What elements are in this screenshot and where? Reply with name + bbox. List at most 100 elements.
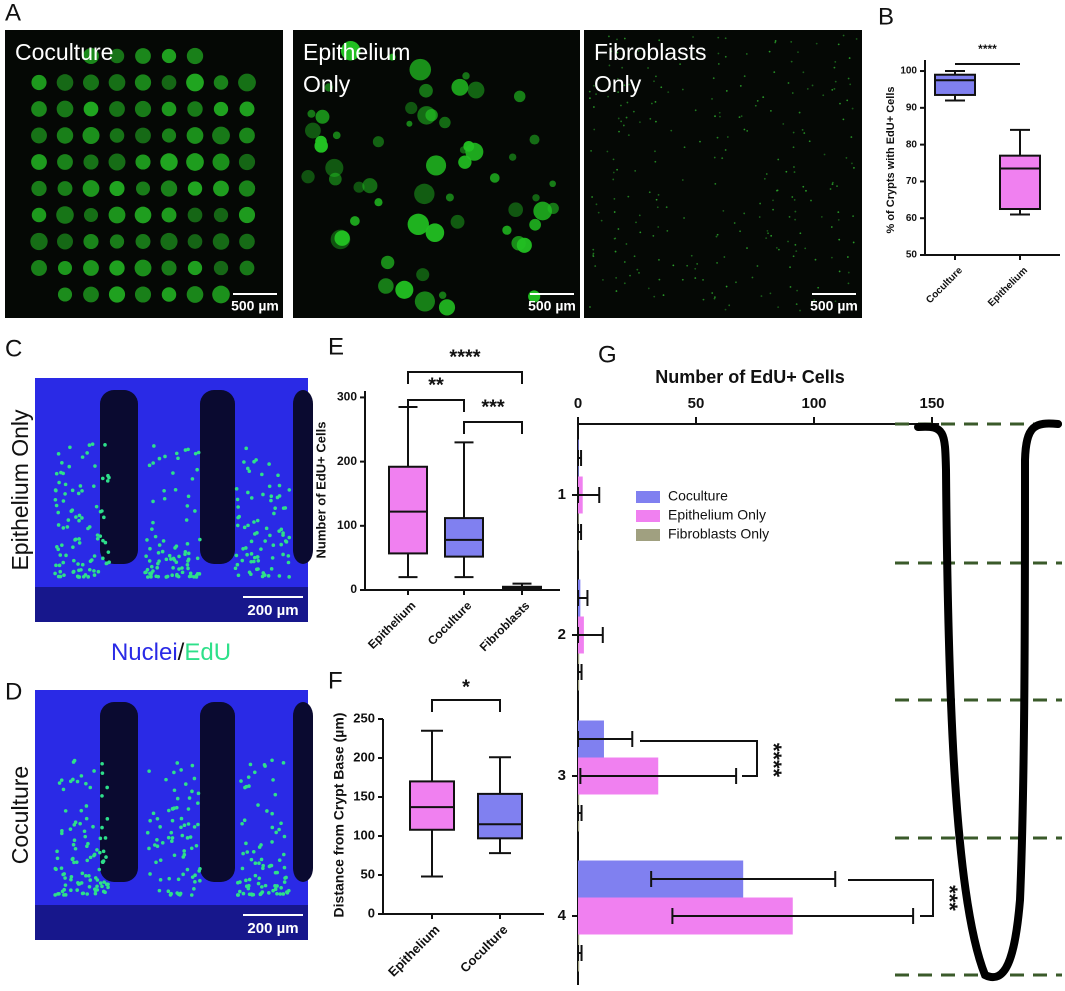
crypt-spot xyxy=(238,153,256,171)
crypt-spot xyxy=(186,286,204,303)
cell-dot xyxy=(617,228,620,230)
edu-dot xyxy=(95,533,100,537)
cell-dot xyxy=(623,261,626,263)
edu-dot xyxy=(85,892,90,896)
cell-dot xyxy=(775,189,778,192)
edu-dot xyxy=(158,858,163,862)
edu-dot xyxy=(169,557,173,561)
cell-dot xyxy=(804,247,807,250)
y-tick-label: 100 xyxy=(337,518,357,532)
cell-dot xyxy=(591,196,593,198)
cell-dot xyxy=(802,185,805,188)
edu-dot xyxy=(235,562,240,567)
crypt-spot xyxy=(301,169,315,184)
cell-dot xyxy=(787,82,790,84)
edu-dot xyxy=(260,890,265,894)
edu-dot xyxy=(252,770,257,775)
edu-dot xyxy=(77,518,81,523)
cell-dot xyxy=(852,215,854,218)
crypt-spot xyxy=(109,260,125,276)
edu-dot xyxy=(240,866,245,871)
stain-legend: Nuclei/EdU xyxy=(111,639,231,666)
crypt-spot xyxy=(239,233,255,250)
edu-dot xyxy=(149,575,153,579)
x-tick-label: 0 xyxy=(574,395,582,412)
edu-dot xyxy=(256,558,261,563)
edu-dot xyxy=(53,866,58,871)
cell-dot xyxy=(612,178,615,181)
crypt-spot xyxy=(83,74,99,91)
edu-dot xyxy=(260,472,264,477)
edu-dot xyxy=(157,456,162,461)
cell-dot xyxy=(615,290,618,292)
cell-dot xyxy=(633,255,636,258)
cell-dot xyxy=(681,88,684,91)
cell-dot xyxy=(845,157,848,159)
y-tick-label: 60 xyxy=(906,213,918,224)
edu-dot xyxy=(256,881,261,886)
cell-dot xyxy=(632,110,635,113)
cell-dot xyxy=(833,87,836,90)
cell-dot xyxy=(773,71,776,74)
cell-dot xyxy=(639,231,642,234)
image-label: Coculture xyxy=(15,39,113,65)
edu-dot xyxy=(75,779,80,784)
crypt-spot xyxy=(315,135,327,148)
cell-dot xyxy=(718,111,721,114)
edu-dot xyxy=(194,843,199,848)
edu-dot xyxy=(55,849,59,854)
crypt-spot xyxy=(31,207,47,223)
edu-dot xyxy=(170,806,175,811)
crypt-spot xyxy=(213,260,229,276)
edu-dot xyxy=(188,571,193,576)
edu-dot xyxy=(244,841,248,846)
edu-dot xyxy=(194,575,199,579)
edu-dot xyxy=(190,763,195,768)
edu-dot xyxy=(100,860,105,864)
cell-dot xyxy=(838,270,841,273)
cell-dot xyxy=(658,259,660,261)
cell-dot xyxy=(838,238,841,241)
cell-dot xyxy=(702,278,704,281)
edu-dot xyxy=(160,841,165,845)
cell-dot xyxy=(796,289,799,292)
edu-dot xyxy=(61,526,66,530)
cell-dot xyxy=(793,199,796,201)
edu-dot xyxy=(145,567,150,572)
edu-dot xyxy=(100,509,104,513)
crypt-spot xyxy=(161,48,177,64)
crypt-spot xyxy=(238,73,256,92)
edu-dot xyxy=(56,510,61,515)
panel-letter: C xyxy=(5,335,22,362)
edu-dot xyxy=(192,825,197,829)
edu-dot xyxy=(77,513,82,518)
crypt-spot xyxy=(334,230,350,246)
crypt-gap xyxy=(200,702,235,882)
edu-dot xyxy=(147,846,151,851)
y-tick-label: 100 xyxy=(353,827,375,842)
y-axis-label: % of Crypts with EdU+ Cells xyxy=(885,87,897,234)
error-bar xyxy=(577,664,583,680)
edu-dot xyxy=(105,785,109,790)
crypt-spot xyxy=(374,198,383,207)
cell-dot xyxy=(735,281,737,284)
crypt-gap xyxy=(100,390,138,564)
cell-dot xyxy=(679,63,682,66)
edu-dot xyxy=(263,883,268,888)
cell-dot xyxy=(692,36,694,38)
edu-dot xyxy=(95,884,99,889)
edu-dot xyxy=(186,494,191,499)
cell-dot xyxy=(837,43,840,46)
cell-dot xyxy=(647,67,649,69)
edu-dot xyxy=(58,574,63,579)
crypt-spot xyxy=(83,48,99,64)
edu-dot xyxy=(165,574,170,579)
edu-dot xyxy=(61,560,66,565)
significance-bracket xyxy=(640,740,758,777)
legend-swatch xyxy=(636,510,660,522)
edu-dot xyxy=(246,490,250,495)
cell-dot xyxy=(802,71,805,74)
edu-dot xyxy=(269,494,274,499)
edu-dot xyxy=(106,550,111,554)
edu-dot xyxy=(95,848,99,852)
